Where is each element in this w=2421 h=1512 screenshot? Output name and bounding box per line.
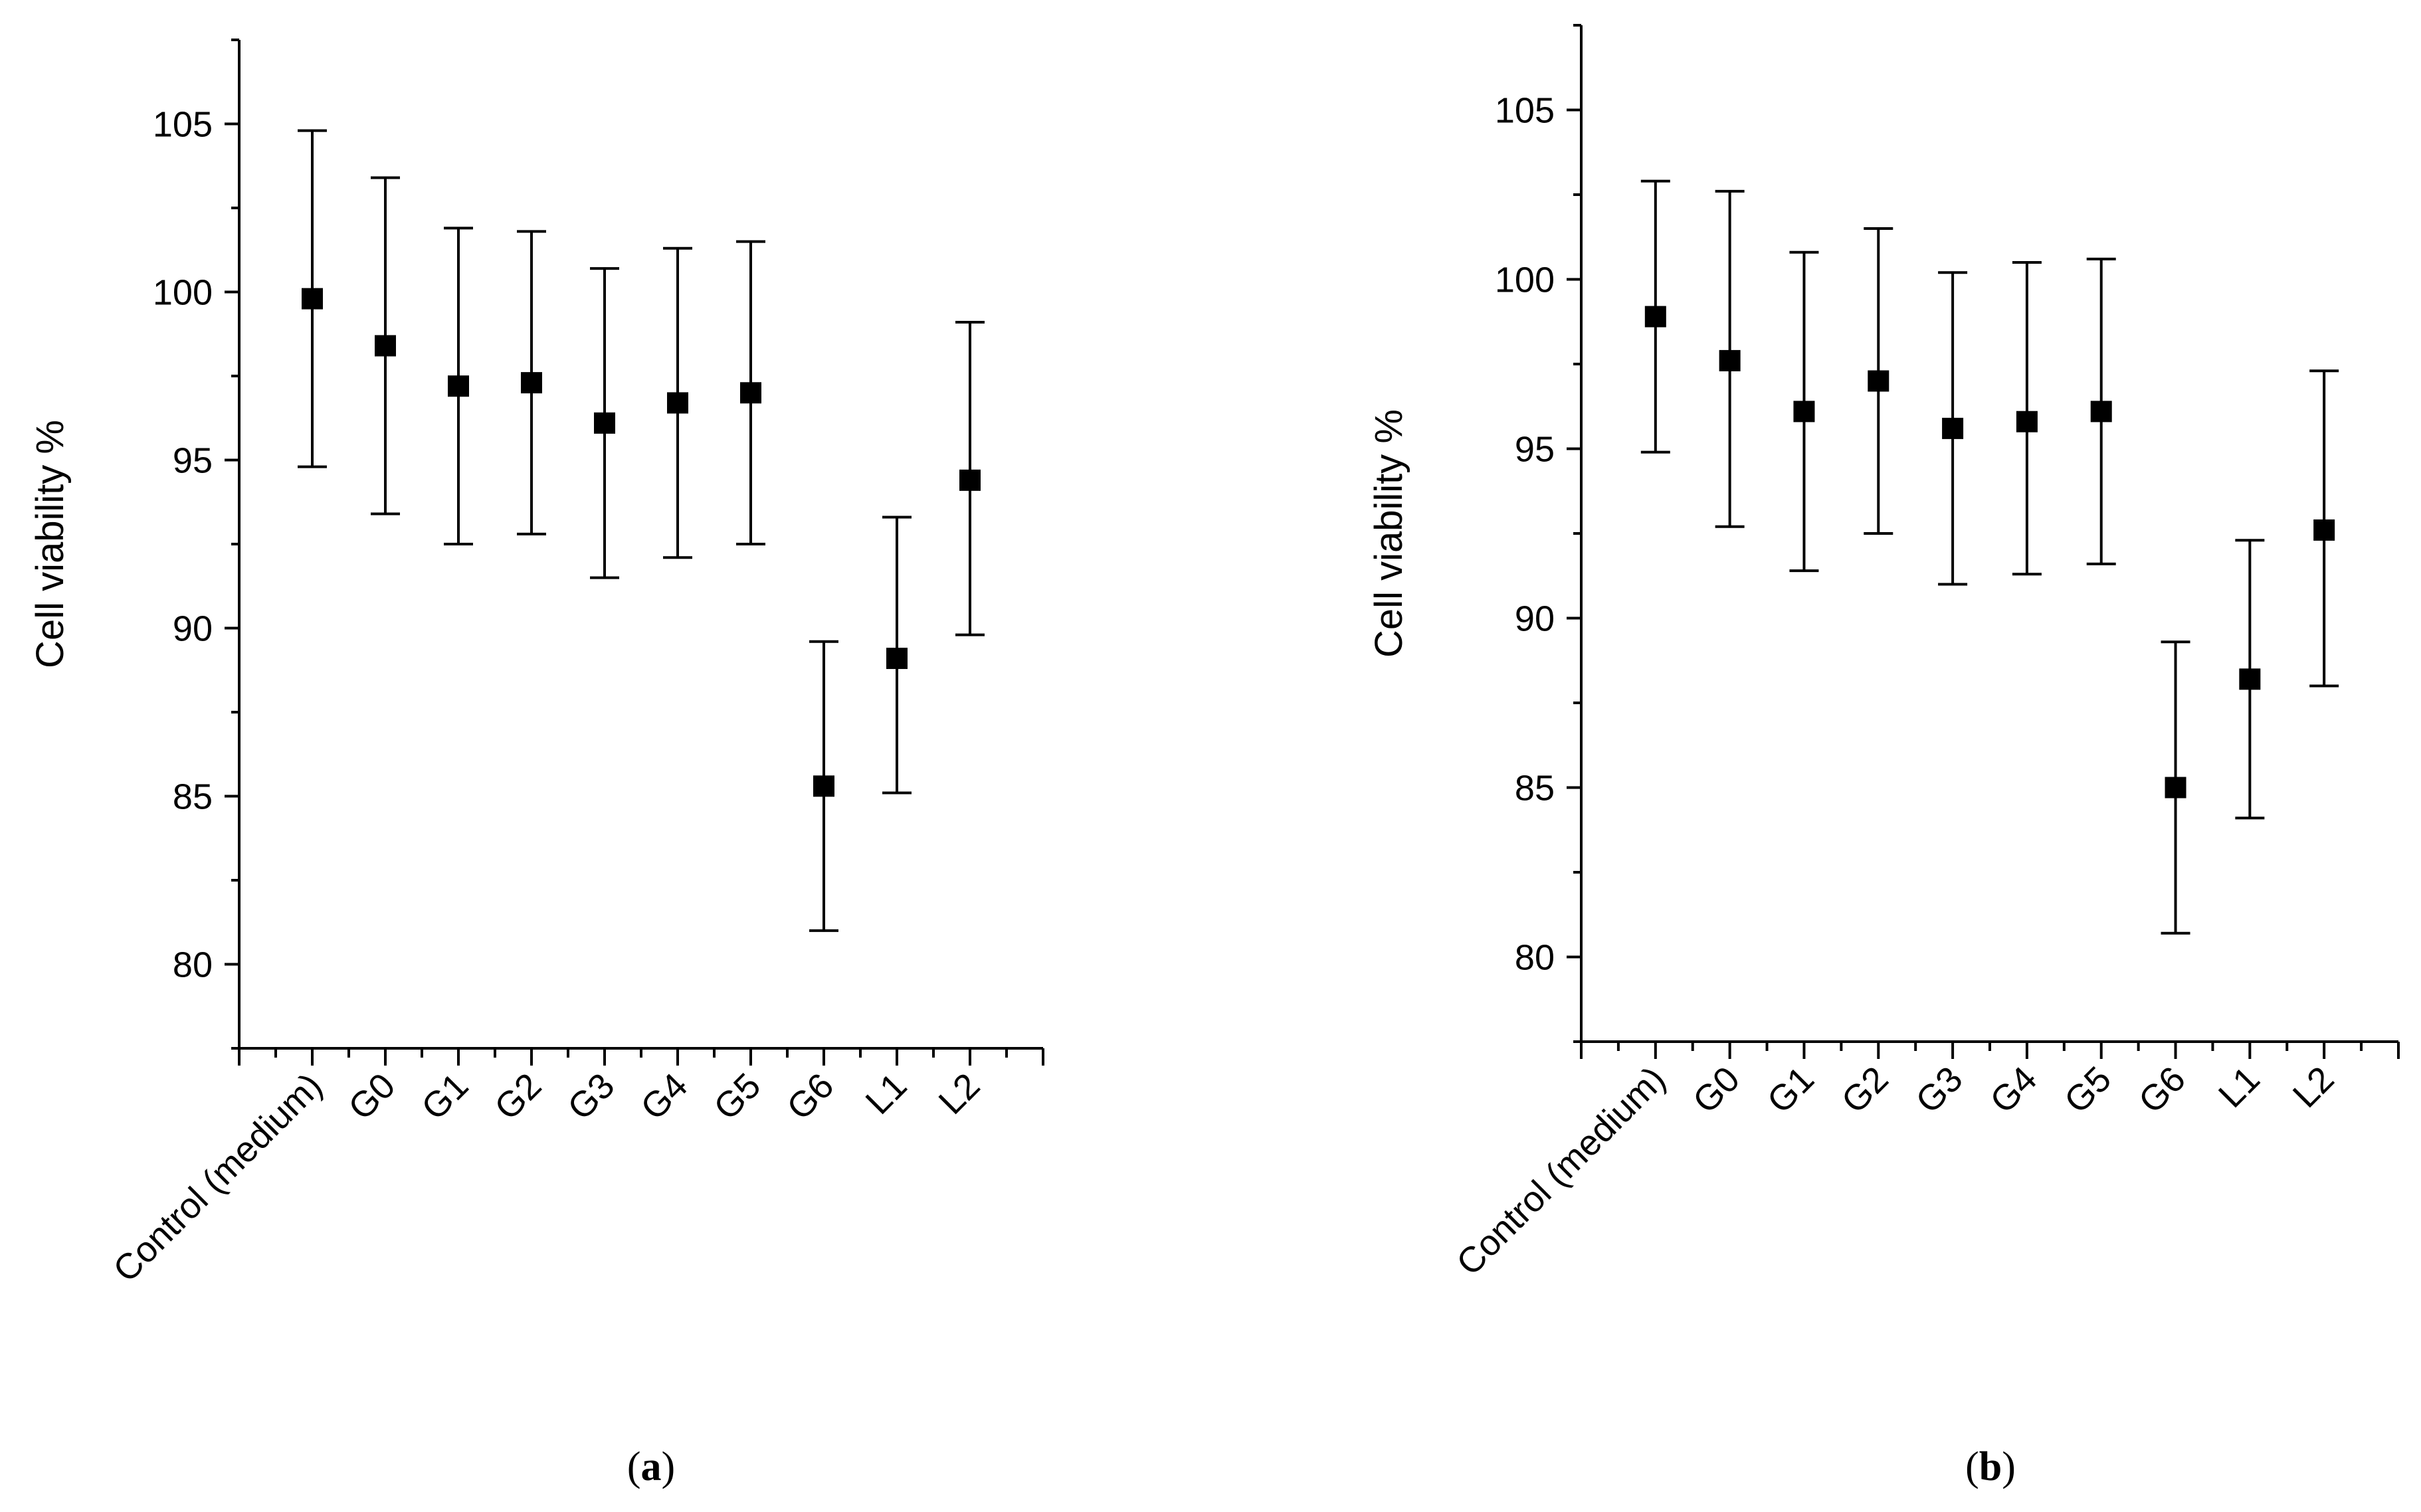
data-point-marker [959,469,981,491]
x-category-label: G1 [414,1066,476,1127]
x-category-label: G6 [2131,1059,2193,1121]
data-point-marker [1644,306,1666,328]
x-category-label: G3 [560,1066,622,1127]
x-category-label: L2 [931,1066,988,1122]
data-point-marker [302,288,323,310]
data-point-marker [521,372,542,394]
panel-label: (b) [1965,1444,2016,1489]
data-point-marker [2239,668,2261,690]
chart-panel-b: 80 85 90 95 100 105 Control (medium) G0 G1 G2 G3 G4… [1367,24,2400,1489]
y-tick-label: 80 [173,945,213,985]
x-category-label: G0 [341,1066,403,1127]
data-point-marker [2313,519,2335,541]
y-axis-title: Cell viability % [1367,409,1410,658]
chart-panel-a: 80 85 90 95 100 105 Control (medium) G0 G1 G2 G3 G4… [29,39,1044,1489]
y-tick-label: 105 [153,105,213,145]
data-point-marker [1942,417,1964,439]
x-category-label: G1 [1760,1059,1822,1121]
data-point-marker [375,335,396,357]
x-category-label: G2 [487,1066,549,1127]
y-tick-label: 90 [173,609,213,649]
data-point-marker [448,375,469,397]
data-point-marker [886,648,908,670]
x-category-label: G5 [2057,1059,2119,1121]
x-category-label: G4 [1983,1059,2044,1121]
x-category-label: G0 [1686,1059,1747,1121]
data-point-marker [1793,401,1815,423]
data-point-marker [813,775,834,797]
x-category-label: G5 [706,1066,768,1127]
y-tick-label: 95 [1515,430,1555,470]
data-point-marker [2016,411,2038,432]
x-category-label: L2 [2285,1059,2342,1115]
data-point-marker [594,412,615,434]
data-point-marker [2165,777,2186,799]
x-category-label: Control (medium) [106,1066,330,1289]
panel-label: (a) [627,1444,675,1489]
x-category-label: L1 [858,1066,915,1122]
data-point-marker [1719,349,1741,371]
y-axis-title: Cell viability % [29,420,72,668]
y-tick-label: 100 [1495,260,1555,300]
x-category-label: L1 [2211,1059,2268,1115]
y-tick-label: 95 [173,441,213,481]
y-tick-label: 105 [1495,91,1555,131]
data-point-marker [740,382,761,404]
y-tick-label: 85 [173,777,213,817]
x-category-label: G6 [779,1066,841,1127]
y-tick-label: 80 [1515,938,1555,978]
data-point-marker [2090,401,2112,423]
x-category-label: Control (medium) [1449,1059,1673,1283]
x-category-label: G4 [633,1066,695,1127]
y-tick-label: 90 [1515,599,1555,639]
data-point-marker [1868,370,1889,392]
y-tick-label: 100 [153,273,213,313]
data-point-marker [667,392,688,414]
x-category-label: G3 [1908,1059,1970,1121]
x-category-label: G2 [1834,1059,1895,1121]
y-tick-label: 85 [1515,769,1555,808]
